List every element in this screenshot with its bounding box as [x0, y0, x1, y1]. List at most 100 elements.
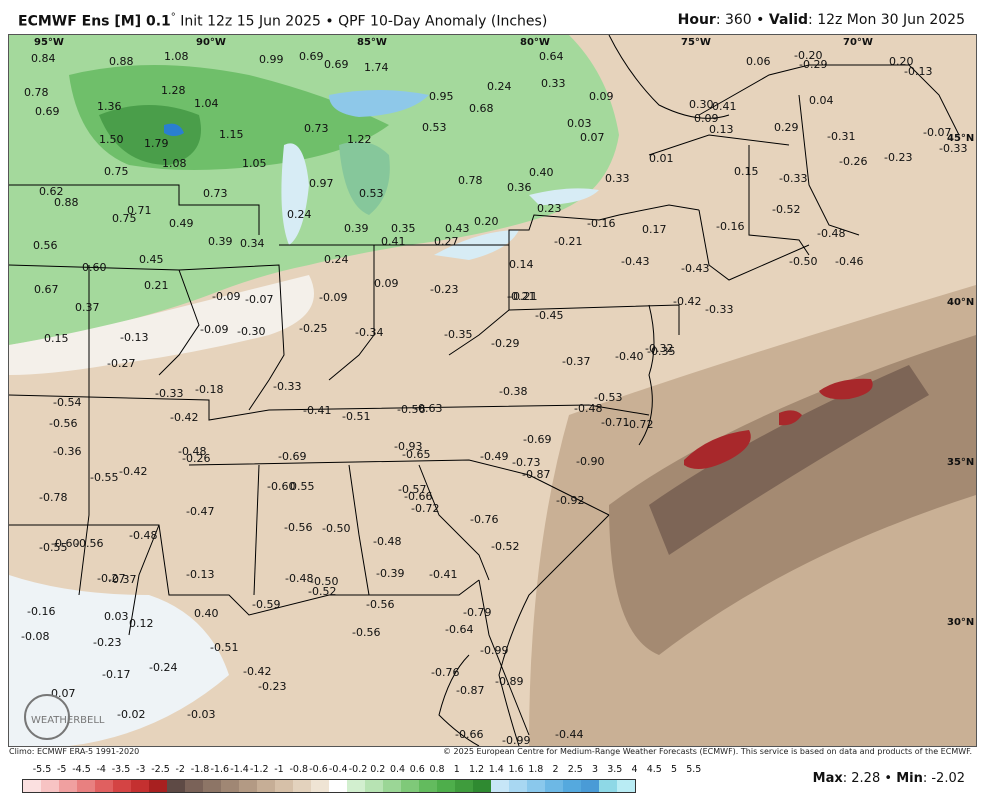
anomaly-map[interactable]: 95°W 90°W 85°W 80°W 75°W 70°W 45°N 40°N 35°N 30°…: [8, 34, 977, 747]
anomaly-value: 0.39: [344, 222, 369, 235]
latitude-label: 40°N: [947, 297, 974, 308]
legend-swatch: [581, 780, 599, 792]
anomaly-value: 0.09: [589, 90, 614, 103]
anomaly-value: -0.16: [716, 220, 744, 233]
anomaly-value: -0.50: [310, 575, 338, 588]
anomaly-value: 0.03: [104, 610, 129, 623]
anomaly-value: 0.40: [529, 166, 554, 179]
anomaly-value: -0.35: [647, 345, 675, 358]
legend-swatch: [77, 780, 95, 792]
anomaly-value: -0.26: [839, 155, 867, 168]
hour-value: : 360: [715, 12, 752, 28]
anomaly-value: -0.99: [480, 644, 508, 657]
anomaly-value: -0.51: [342, 410, 370, 423]
anomaly-value: -0.63: [414, 402, 442, 415]
anomaly-value: -0.52: [772, 203, 800, 216]
legend-tick: -0.8: [289, 764, 309, 775]
lake-patch: [164, 123, 184, 136]
maxmin-sep: •: [884, 771, 893, 786]
anomaly-value: -0.02: [117, 708, 145, 721]
anomaly-value: -0.56: [75, 537, 103, 550]
anomaly-value: -0.45: [535, 309, 563, 322]
anomaly-value: 0.12: [129, 617, 154, 630]
latitude-labels: 45°N 40°N 35°N 30°N: [947, 133, 974, 628]
anomaly-value: -0.07: [245, 293, 273, 306]
border-line: [9, 184, 260, 235]
legend-tick: -5: [57, 764, 67, 775]
anomaly-value: -0.33: [273, 380, 301, 393]
anomaly-value: -0.69: [278, 450, 306, 463]
latitude-label: 30°N: [947, 617, 974, 628]
anomaly-value: -0.09: [200, 323, 228, 336]
anomaly-value: 0.33: [605, 172, 630, 185]
climo-text: Climo: ECMWF ERA-5 1991-2020: [9, 747, 140, 756]
anomaly-value: -0.92: [556, 494, 584, 507]
anomaly-value: -0.33: [155, 387, 183, 400]
anomaly-value: -0.48: [574, 402, 602, 415]
anomaly-value: 0.97: [309, 177, 334, 190]
anomaly-value: 0.37: [75, 301, 100, 314]
anomaly-value: 0.69: [324, 58, 349, 71]
anomaly-value: -0.33: [939, 142, 967, 155]
anomaly-value: 0.07: [580, 131, 605, 144]
anomaly-value: -0.30: [237, 325, 265, 338]
anomaly-value: -0.60: [51, 537, 79, 550]
anomaly-value: -0.21: [509, 290, 537, 303]
latitude-label: 35°N: [947, 457, 974, 468]
model-name: ECMWF Ens [M] 0.1: [18, 13, 171, 30]
lake-superior: [329, 90, 429, 117]
valid-value: : 12z Mon 30 Jun 2025: [808, 12, 965, 28]
legend-tick: 1: [453, 764, 460, 775]
anomaly-value: 1.50: [99, 133, 124, 146]
legend-swatch: [473, 780, 491, 792]
anomaly-value: 0.49: [169, 217, 194, 230]
anomaly-value: 0.09: [694, 112, 719, 125]
lake-huron: [339, 141, 390, 215]
legend-tick: -4: [96, 764, 106, 775]
anomaly-value: -0.55: [90, 471, 118, 484]
anomaly-value: -0.66: [455, 728, 483, 741]
anomaly-value: 0.17: [642, 223, 667, 236]
value-labels: 0.84 0.88 1.08 0.99 0.69 1.74 0.69 0.64 0.06 -0.2…: [21, 49, 967, 746]
patch-red-3: [819, 378, 873, 400]
anomaly-value: -0.76: [470, 513, 498, 526]
patch-red-2: [779, 410, 802, 426]
longitude-label: 85°W: [357, 37, 387, 48]
legend-tick: -1: [274, 764, 284, 775]
longitude-label: 70°W: [843, 37, 873, 48]
init-time: Init 12z 15 Jun 2025: [180, 13, 321, 30]
anomaly-value: -0.72: [625, 418, 653, 431]
legend-swatch: [365, 780, 383, 792]
legend-swatch: [221, 780, 239, 792]
legend-tick: -1.2: [249, 764, 269, 775]
legend-tick: -2: [175, 764, 185, 775]
legend-tick: 5.5: [686, 764, 702, 775]
anomaly-value: -0.79: [463, 606, 491, 619]
anomaly-value: 1.04: [194, 97, 219, 110]
legend-swatch: [95, 780, 113, 792]
legend-swatch: [311, 780, 329, 792]
anomaly-value: -0.32: [645, 342, 673, 355]
anomaly-value: -0.09: [212, 290, 240, 303]
anomaly-value: -0.29: [491, 337, 519, 350]
anomaly-value: 0.41: [381, 235, 406, 248]
anomaly-value: -0.42: [170, 411, 198, 424]
anomaly-value: 0.88: [109, 55, 134, 68]
legend-tick: -0.2: [348, 764, 368, 775]
anomaly-value: -0.99: [502, 734, 530, 746]
anomaly-value: -0.23: [93, 636, 121, 649]
legend-tick: -4.5: [72, 764, 91, 775]
border-line: [648, 134, 790, 156]
anomaly-value: 0.55: [290, 480, 315, 493]
anomaly-value: -0.24: [149, 661, 177, 674]
border-line: [348, 464, 370, 596]
copyright-text: © 2025 European Centre for Medium-Range …: [443, 747, 972, 756]
anomaly-value: -0.08: [21, 630, 49, 643]
anomaly-value: -0.56: [49, 417, 77, 430]
legend-swatch: [455, 780, 473, 792]
legend-colorbar: [22, 779, 636, 793]
anomaly-value: 0.06: [746, 55, 771, 68]
border-line: [128, 524, 160, 636]
legend-tick: 0.8: [429, 764, 445, 775]
anomaly-value: 1.79: [144, 137, 169, 150]
